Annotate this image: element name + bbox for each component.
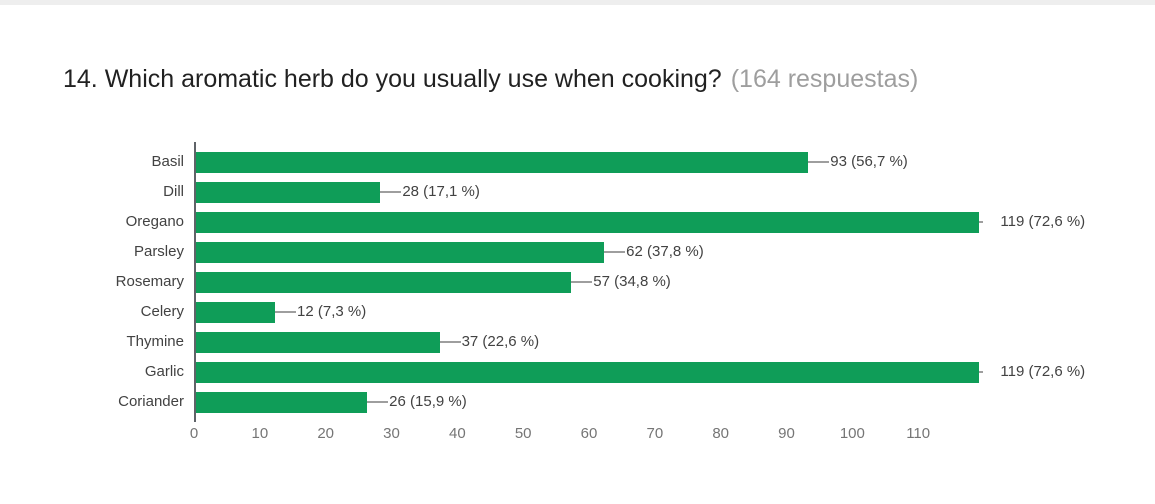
category-label: Rosemary (115, 273, 184, 290)
y-axis-line (194, 142, 196, 422)
x-tick-label: 80 (712, 425, 729, 442)
value-label: 26 (15,9 %) (389, 393, 467, 410)
x-tick-label: 60 (580, 425, 598, 442)
leader-line (808, 161, 830, 163)
bar (196, 241, 605, 263)
value-label: 119 (72,6 %) (1000, 213, 1086, 230)
bar (196, 181, 381, 203)
x-tick-label: 10 (251, 425, 269, 442)
value-label: 37 (22,6 %) (461, 333, 540, 350)
x-tick-label: 0 (189, 425, 199, 442)
bar (196, 271, 572, 293)
leader-line (604, 251, 626, 253)
value-label: 12 (7,3 %) (297, 303, 367, 320)
category-label: Celery (140, 303, 184, 320)
x-tick-label: 30 (383, 425, 400, 442)
x-tick-label: 70 (646, 425, 664, 442)
value-label: 28 (17,1 %) (402, 183, 480, 200)
leader-line (571, 281, 593, 283)
bar (196, 301, 275, 323)
question-title-block: 14. Which aromatic herb do you usually u… (63, 62, 1123, 96)
value-label: 119 (72,6 %) (1000, 363, 1086, 380)
category-label: Oregano (125, 213, 184, 230)
bar (196, 211, 980, 233)
leader-line (439, 341, 461, 343)
value-label: 57 (34,8 %) (593, 273, 671, 290)
bar (196, 391, 368, 413)
x-tick-label: 90 (778, 425, 795, 442)
page-title: 14. Which aromatic herb do you usually u… (63, 65, 722, 93)
value-label: 93 (56,7 %) (830, 153, 908, 170)
x-tick-label: 20 (317, 425, 334, 442)
bar (196, 331, 440, 353)
category-label: Coriander (118, 393, 184, 410)
category-label: Thymine (126, 333, 184, 350)
leader-line (380, 191, 402, 193)
x-tick-label: 50 (514, 425, 532, 442)
category-label: Basil (151, 153, 184, 170)
page-top-divider (0, 0, 1155, 5)
category-label: Garlic (144, 363, 184, 380)
leader-line (979, 221, 984, 223)
value-label: 62 (37,8 %) (626, 243, 704, 260)
bar (196, 151, 809, 173)
leader-line (275, 311, 296, 313)
x-tick-label: 100 (839, 425, 865, 442)
leader-line (367, 401, 389, 403)
x-tick-label: 40 (448, 425, 466, 442)
x-tick-label: 110 (906, 425, 931, 442)
leader-line (979, 371, 984, 373)
category-label: Parsley (133, 243, 184, 260)
category-label: Dill (163, 183, 184, 200)
bar-chart: Basil 93 (56,7 %) Dill 28 (17,1 %) Oregano 11… (0, 142, 1155, 457)
bar (196, 361, 980, 383)
response-count: (164 respuestas) (730, 65, 919, 93)
